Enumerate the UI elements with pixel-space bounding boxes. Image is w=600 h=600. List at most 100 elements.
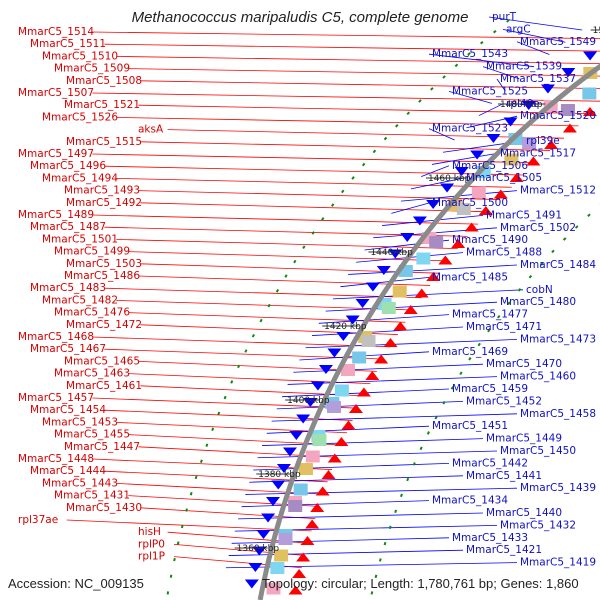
right-gene-label[interactable]: MmarC5_1549 bbox=[520, 36, 596, 48]
right-gene-label[interactable]: MmarC5_1460 bbox=[500, 371, 576, 383]
right-gene-label[interactable]: purT bbox=[492, 11, 517, 23]
right-gene-label[interactable]: rpl40e bbox=[506, 98, 540, 110]
label-leader-line bbox=[128, 68, 600, 77]
right-gene-label[interactable]: MmarC5_1442 bbox=[452, 457, 528, 469]
left-gene-label[interactable]: MmarC5_1507 bbox=[18, 87, 94, 99]
right-gene-label[interactable]: MmarC5_1480 bbox=[500, 296, 576, 308]
right-gene-label[interactable]: MmarC5_1491 bbox=[486, 209, 562, 221]
left-gene-label[interactable]: MmarC5_1448 bbox=[18, 453, 94, 465]
left-gene-label[interactable]: hisH bbox=[138, 526, 161, 538]
right-gene-label[interactable]: MmarC5_1484 bbox=[520, 259, 596, 271]
left-gene-label[interactable]: MmarC5_1508 bbox=[66, 75, 142, 87]
reverse-gene-arrow bbox=[261, 513, 276, 523]
right-gene-label[interactable]: MmarC5_1469 bbox=[432, 346, 508, 358]
left-gene-label[interactable]: rpl37ae bbox=[18, 514, 58, 526]
left-gene-label[interactable]: MmarC5_1497 bbox=[18, 148, 94, 160]
left-gene-label[interactable]: MmarC5_1443 bbox=[42, 477, 118, 489]
left-gene-label[interactable]: MmarC5_1482 bbox=[42, 294, 118, 306]
left-gene-label[interactable]: MmarC5_1487 bbox=[30, 221, 106, 233]
scale-tick-label: 1480 kbp bbox=[500, 100, 543, 110]
right-gene-label[interactable]: MmarC5_1434 bbox=[432, 495, 508, 507]
left-gene-label[interactable]: MmarC5_1515 bbox=[66, 136, 142, 148]
left-gene-label[interactable]: rpl1P bbox=[138, 551, 165, 563]
left-gene-label[interactable]: MmarC5_1461 bbox=[66, 380, 142, 392]
left-gene-label[interactable]: MmarC5_1467 bbox=[30, 343, 106, 355]
left-gene-label[interactable]: MmarC5_1468 bbox=[18, 331, 94, 343]
reverse-gene-arrow bbox=[327, 348, 342, 358]
left-gene-label[interactable]: MmarC5_1509 bbox=[54, 63, 130, 75]
right-gene-label[interactable]: MmarC5_1419 bbox=[520, 557, 596, 569]
right-gene-label[interactable]: MmarC5_1539 bbox=[486, 61, 562, 73]
left-gene-label[interactable]: MmarC5_1472 bbox=[66, 319, 142, 331]
right-gene-label[interactable]: MmarC5_1506 bbox=[452, 160, 528, 172]
left-gene-label[interactable]: MmarC5_1486 bbox=[64, 270, 140, 282]
right-gene-label[interactable]: MmarC5_1543 bbox=[432, 48, 508, 60]
left-gene-label[interactable]: MmarC5_1496 bbox=[30, 160, 106, 172]
right-gene-label[interactable]: MmarC5_1459 bbox=[452, 383, 528, 395]
forward-gene-arrow bbox=[383, 338, 398, 347]
left-gene-label[interactable]: MmarC5_1514 bbox=[18, 26, 94, 38]
left-gene-label[interactable]: MmarC5_1501 bbox=[42, 233, 118, 245]
reverse-gene-arrow bbox=[336, 332, 351, 341]
left-gene-label[interactable]: MmarC5_1431 bbox=[54, 490, 130, 502]
right-gene-label[interactable]: MmarC5_1432 bbox=[500, 519, 576, 531]
right-gene-label[interactable]: MmarC5_1488 bbox=[466, 247, 542, 259]
right-gene-label[interactable]: MmarC5_1500 bbox=[432, 197, 508, 209]
left-gene-label[interactable]: MmarC5_1526 bbox=[42, 111, 118, 123]
left-gene-label[interactable]: MmarC5_1430 bbox=[66, 502, 142, 514]
right-gene-label[interactable]: MmarC5_1477 bbox=[452, 309, 528, 321]
left-gene-label[interactable]: MmarC5_1503 bbox=[66, 258, 142, 270]
left-gene-label[interactable]: MmarC5_1494 bbox=[42, 172, 118, 184]
left-gene-label[interactable]: MmarC5_1457 bbox=[18, 392, 94, 404]
right-gene-label[interactable]: MmarC5_1440 bbox=[486, 507, 562, 519]
right-gene-label[interactable]: rpl39e bbox=[526, 135, 560, 147]
left-gene-label[interactable]: MmarC5_1447 bbox=[64, 441, 140, 453]
right-gene-label[interactable]: MmarC5_1450 bbox=[500, 445, 576, 457]
right-gene-label[interactable]: MmarC5_1458 bbox=[520, 408, 596, 420]
right-gene-label[interactable]: cobN bbox=[526, 284, 553, 296]
right-gene-label[interactable]: MmarC5_1520 bbox=[520, 110, 596, 122]
right-gene-label[interactable]: MmarC5_1505 bbox=[466, 172, 542, 184]
right-gene-label[interactable]: MmarC5_1441 bbox=[466, 470, 542, 482]
left-gene-label[interactable]: MmarC5_1510 bbox=[42, 50, 118, 62]
right-gene-label[interactable]: MmarC5_1485 bbox=[432, 271, 508, 283]
left-gene-label[interactable]: MmarC5_1493 bbox=[64, 185, 140, 197]
right-gene-label[interactable]: MmarC5_1537 bbox=[500, 73, 576, 85]
right-gene-label[interactable]: argC bbox=[506, 23, 531, 35]
right-gene-label[interactable]: MmarC5_1473 bbox=[520, 333, 596, 345]
forward-gene-arrow bbox=[334, 437, 349, 446]
label-leader-line bbox=[116, 239, 458, 250]
cog-category-block bbox=[456, 203, 471, 215]
left-gene-label[interactable]: MmarC5_1453 bbox=[42, 416, 118, 428]
left-gene-label[interactable]: MmarC5_1499 bbox=[54, 246, 130, 258]
right-gene-label[interactable]: MmarC5_1523 bbox=[432, 123, 508, 135]
right-gene-label[interactable]: MmarC5_1433 bbox=[452, 532, 528, 544]
right-gene-label[interactable]: MmarC5_1517 bbox=[500, 147, 576, 159]
left-gene-label[interactable]: MmarC5_1511 bbox=[30, 38, 106, 50]
right-gene-label[interactable]: MmarC5_1490 bbox=[452, 234, 528, 246]
right-gene-label[interactable]: MmarC5_1470 bbox=[486, 358, 562, 370]
right-gene-label[interactable]: MmarC5_1525 bbox=[452, 85, 528, 97]
right-gene-label[interactable]: MmarC5_1471 bbox=[466, 321, 542, 333]
right-gene-label[interactable]: MmarC5_1439 bbox=[520, 482, 596, 494]
left-gene-label[interactable]: MmarC5_1465 bbox=[64, 355, 140, 367]
forward-gene-arrow bbox=[310, 503, 325, 512]
left-gene-label[interactable]: MmarC5_1489 bbox=[18, 209, 94, 221]
left-gene-label[interactable]: rplP0 bbox=[138, 538, 165, 550]
left-gene-label[interactable]: MmarC5_1492 bbox=[66, 197, 142, 209]
reverse-gene-arrow bbox=[244, 579, 259, 589]
left-gene-label[interactable]: MmarC5_1463 bbox=[54, 368, 130, 380]
left-gene-label[interactable]: MmarC5_1454 bbox=[30, 404, 106, 416]
left-gene-label[interactable]: MmarC5_1444 bbox=[30, 465, 106, 477]
left-gene-label[interactable]: aksA bbox=[138, 124, 164, 136]
right-gene-label[interactable]: MmarC5_1421 bbox=[466, 544, 542, 556]
right-gene-label[interactable]: MmarC5_1512 bbox=[520, 185, 596, 197]
left-gene-label[interactable]: MmarC5_1455 bbox=[54, 429, 130, 441]
right-gene-label[interactable]: MmarC5_1502 bbox=[500, 222, 576, 234]
right-gene-label[interactable]: MmarC5_1449 bbox=[486, 433, 562, 445]
left-gene-label[interactable]: MmarC5_1521 bbox=[64, 99, 140, 111]
left-gene-label[interactable]: MmarC5_1483 bbox=[30, 282, 106, 294]
right-gene-label[interactable]: MmarC5_1452 bbox=[466, 395, 542, 407]
right-gene-label[interactable]: MmarC5_1451 bbox=[432, 420, 508, 432]
left-gene-label[interactable]: MmarC5_1476 bbox=[54, 307, 130, 319]
